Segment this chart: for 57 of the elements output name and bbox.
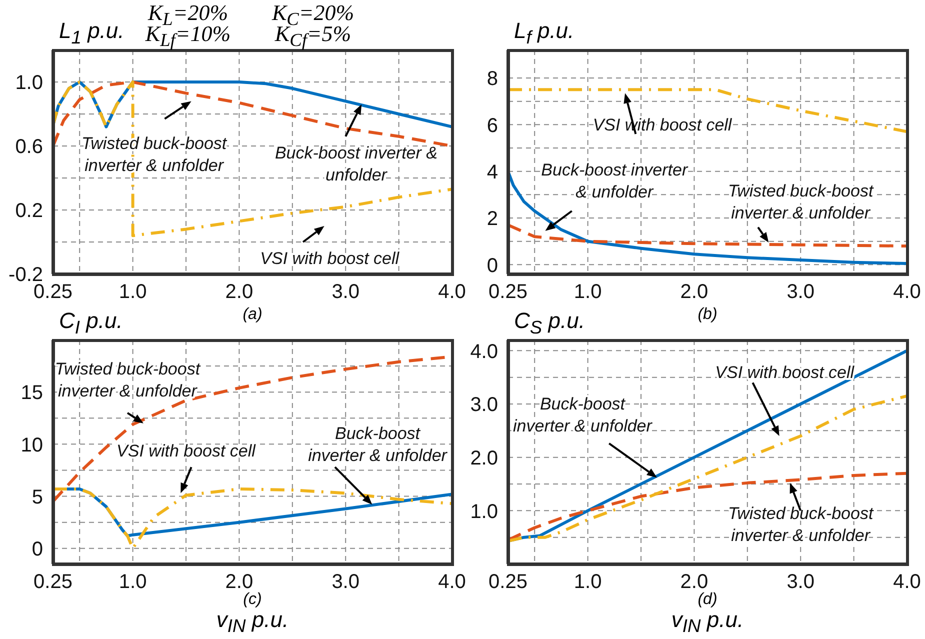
x-tick-label: 4.0 bbox=[438, 571, 466, 594]
x-tick-label: 3.0 bbox=[332, 571, 360, 594]
x-tick-label: 0.25 bbox=[488, 571, 528, 594]
y-tick-label: 1.0 bbox=[15, 72, 43, 94]
series-label: Twisted buck-boost inverter & unfolder bbox=[728, 182, 874, 223]
line-series bbox=[508, 224, 907, 248]
y-axis-title: C$_{I}$ p.u. bbox=[59, 308, 123, 338]
line-series bbox=[508, 88, 907, 134]
x-tick-label: 3.0 bbox=[332, 281, 360, 304]
y-tick-label: 6 bbox=[486, 114, 498, 137]
y-tick-label: 0.6 bbox=[15, 136, 43, 158]
y-axis-title: L$_{f}$ p.u. bbox=[514, 18, 574, 48]
series-label: VSI with boost cell bbox=[715, 363, 856, 382]
x-tick-label: 2.0 bbox=[680, 281, 708, 304]
line-series bbox=[508, 472, 907, 542]
series-label: VSI with boost cell bbox=[260, 249, 400, 268]
y-tick-label: 10 bbox=[20, 434, 43, 456]
x-tick-label: 4.0 bbox=[438, 281, 466, 304]
x-tick-label: 0.25 bbox=[488, 281, 528, 304]
y-tick-label: 3.0 bbox=[470, 394, 498, 416]
x-tick-label: 1.0 bbox=[574, 571, 602, 594]
series-label: VSI with boost cell bbox=[116, 441, 257, 460]
x-tick-label: 4.0 bbox=[893, 281, 921, 304]
series-label: Buck-boost inverter & unfolder bbox=[308, 424, 448, 466]
x-tick-label: 3.0 bbox=[786, 571, 815, 594]
series-label: Twisted buck-boost inverter & unfolder bbox=[54, 360, 202, 401]
line-series bbox=[508, 394, 907, 543]
y-tick-label: 1.0 bbox=[470, 500, 498, 523]
y-tick-label: 4.0 bbox=[470, 340, 498, 363]
x-tick-label: 3.0 bbox=[786, 281, 815, 304]
y-tick-label: 15 bbox=[20, 382, 43, 404]
series-label: Twisted buck-boost inverter & unfolder bbox=[81, 134, 228, 175]
y-tick-label: 5 bbox=[32, 486, 43, 508]
y-axis-title: L$_{1}$ p.u. bbox=[59, 18, 124, 48]
x-tick-label: 2.0 bbox=[225, 281, 254, 304]
series-label: Buck-boost inverter & unfolder bbox=[541, 160, 689, 202]
text: Buck-boost inverter & unfolder bbox=[513, 394, 654, 436]
x-tick-label: 1.0 bbox=[574, 281, 602, 304]
y-tick-label: 0.2 bbox=[15, 200, 43, 222]
x-tick-label: 1.0 bbox=[118, 571, 147, 594]
line-series bbox=[53, 487, 452, 550]
x-tick-label: 1.0 bbox=[118, 281, 147, 304]
line-series bbox=[53, 80, 452, 238]
x-tick-label: 0.25 bbox=[34, 281, 72, 304]
text: (b) bbox=[698, 305, 718, 325]
y-tick-label: 0 bbox=[32, 538, 43, 560]
y-tick-label: 0 bbox=[486, 254, 498, 277]
y-tick-label: 8 bbox=[486, 68, 498, 90]
series-label: Buck-boost inverter & unfolder bbox=[274, 144, 438, 185]
x-tick-label: 4.0 bbox=[893, 571, 921, 594]
x-tick-label: 0.25 bbox=[34, 571, 72, 594]
y-axis-title: C$_{S}$ p.u. bbox=[514, 308, 585, 338]
y-tick-label: 2 bbox=[486, 208, 498, 230]
y-tick-label: 4 bbox=[486, 161, 498, 184]
text: (a) bbox=[242, 305, 262, 325]
y-tick-label: 2.0 bbox=[470, 447, 498, 470]
series-label: Twisted buck-boost inverter & unfolder bbox=[728, 504, 874, 545]
